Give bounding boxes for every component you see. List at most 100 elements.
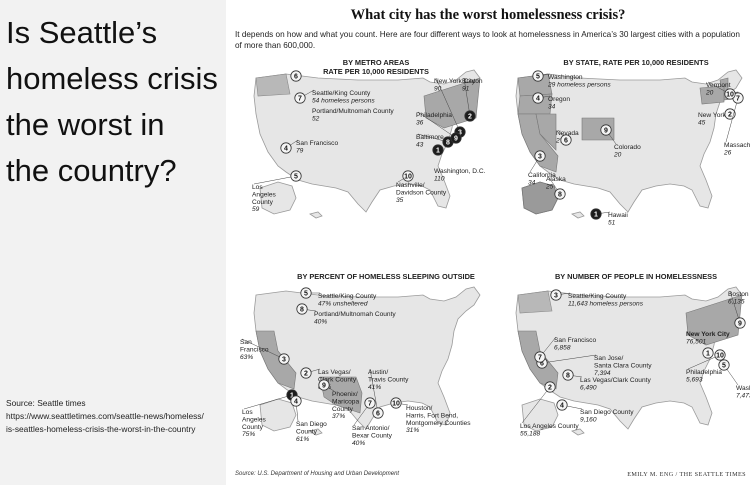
rank-marker: [280, 142, 292, 154]
marker-label: 63%: [240, 354, 253, 361]
region-shade: [521, 181, 559, 215]
marker-label: 55,188: [520, 430, 541, 437]
marker-label: Nevada: [556, 130, 579, 137]
hawaii-outline: [571, 211, 585, 219]
rank-number: 8: [446, 140, 450, 147]
rank-marker: [296, 303, 308, 315]
rank-number: 4: [284, 146, 288, 153]
marker-label: Washington: [548, 74, 583, 81]
rank-marker: [290, 70, 302, 82]
marker-label: County: [332, 406, 354, 413]
hawaii-outline: [571, 428, 585, 436]
headline-line: Is Seattle’s: [6, 15, 158, 50]
leader-line: [369, 368, 379, 414]
hawaii-outline: [309, 211, 323, 219]
rank-number: 8: [558, 192, 562, 199]
rank-number: 4: [294, 399, 298, 406]
marker-label: 6,490: [580, 384, 597, 391]
marker-label: Phoenix/: [332, 391, 358, 398]
marker-label: 34: [528, 179, 536, 186]
marker-label: 7,473: [736, 392, 750, 399]
marker-label: 20: [613, 151, 622, 158]
marker-label: Portland/Multnomah County: [314, 311, 396, 318]
source-url-line: is-seattles-homeless-crisis-the-worst-in…: [6, 424, 196, 434]
leader-line: [687, 354, 721, 370]
rank-number: 6: [564, 138, 568, 145]
region-shade: [685, 294, 743, 346]
marker-label: Vermont: [706, 82, 731, 89]
marker-label: Santa Clara County: [594, 362, 652, 369]
graphic-credit: EMILY M. ENG / THE SEATTLE TIMES: [627, 471, 746, 478]
rank-marker: [560, 134, 572, 146]
panel-title-line: BY METRO AREAS: [342, 58, 410, 67]
rank-marker: [364, 397, 376, 409]
rank-marker: [534, 150, 546, 162]
rank-number: 1: [436, 148, 440, 155]
marker-label: Las Vegas/Clark County: [580, 377, 651, 384]
marker-label: 90: [434, 85, 442, 92]
marker-label: 34: [548, 103, 556, 110]
headline-line: the country?: [6, 153, 177, 188]
rank-marker: [372, 407, 384, 419]
marker-label: Alaska: [546, 176, 566, 183]
marker-label: 7,394: [594, 370, 611, 377]
marker-label: Oregon: [548, 96, 570, 103]
marker-label: 20: [705, 89, 714, 96]
rank-number: 10: [392, 401, 400, 408]
rank-number: 9: [738, 321, 742, 328]
marker-label: 37%: [332, 413, 345, 420]
marker-label: 41%: [368, 384, 381, 391]
marker-label: County: [252, 199, 274, 206]
rank-number: 4: [560, 403, 564, 410]
place-label: Washington, D.C.: [434, 168, 486, 175]
marker-label: Davidson County: [396, 189, 447, 196]
place-label: New York: [698, 112, 727, 119]
rank-marker: [600, 124, 612, 136]
rank-marker: [590, 208, 602, 220]
rank-number: 1: [290, 393, 294, 400]
rank-marker: [290, 395, 302, 407]
headline-line: the worst in: [6, 107, 165, 142]
marker-label: San Jose/: [594, 355, 623, 362]
marker-label: San Francisco: [296, 140, 338, 147]
rank-number: 9: [322, 383, 326, 390]
rank-marker: [556, 399, 568, 411]
rank-number: 1: [706, 351, 710, 358]
leader-line: [417, 111, 457, 139]
rank-marker: [734, 317, 746, 329]
rank-marker: [562, 369, 574, 381]
marker-label: 40%: [352, 440, 365, 447]
marker-label: Angeles: [242, 416, 267, 423]
slide-source: Source: Seattle times https://www.seattl…: [6, 397, 224, 436]
infographic-intro: It depends on how and what you count. He…: [235, 30, 740, 50]
region-shade: [255, 330, 297, 390]
leader-line: [241, 338, 285, 360]
marker-label: San Antonio/: [352, 425, 390, 432]
us-outline: [253, 69, 481, 213]
us-outline: [515, 69, 743, 213]
rank-marker: [550, 289, 562, 301]
marker-label: Los Angeles County: [520, 423, 579, 430]
rank-marker: [544, 381, 556, 393]
panel-title-line: BY STATE, RATE PER 10,000 RESIDENTS: [563, 58, 709, 67]
marker-label: San Francisco: [554, 337, 596, 344]
leader-line: [521, 386, 551, 424]
marker-label: 47% unsheltered: [318, 300, 368, 307]
infographic: What city has the worst homelessness cri…: [226, 0, 750, 485]
rank-number: 7: [736, 96, 740, 103]
panel-title-line: BY NUMBER OF PEOPLE IN HOMELESSNESS: [554, 272, 718, 281]
marker-label: Travis County: [368, 376, 409, 383]
marker-label: Baltimore: [416, 134, 444, 141]
hawaii-outline: [309, 428, 323, 436]
rank-number: 8: [566, 373, 570, 380]
marker-label: 79: [296, 147, 304, 154]
rank-number: 5: [304, 291, 308, 298]
panel-title-line: RATE PER 10,000 RESIDENTS: [323, 67, 429, 76]
slide-headline: Is Seattle’s homeless crisis the worst i…: [6, 10, 224, 194]
rank-number: 2: [548, 385, 552, 392]
rank-number: 6: [376, 411, 380, 418]
rank-marker: [318, 379, 330, 391]
rank-marker: [534, 351, 546, 363]
